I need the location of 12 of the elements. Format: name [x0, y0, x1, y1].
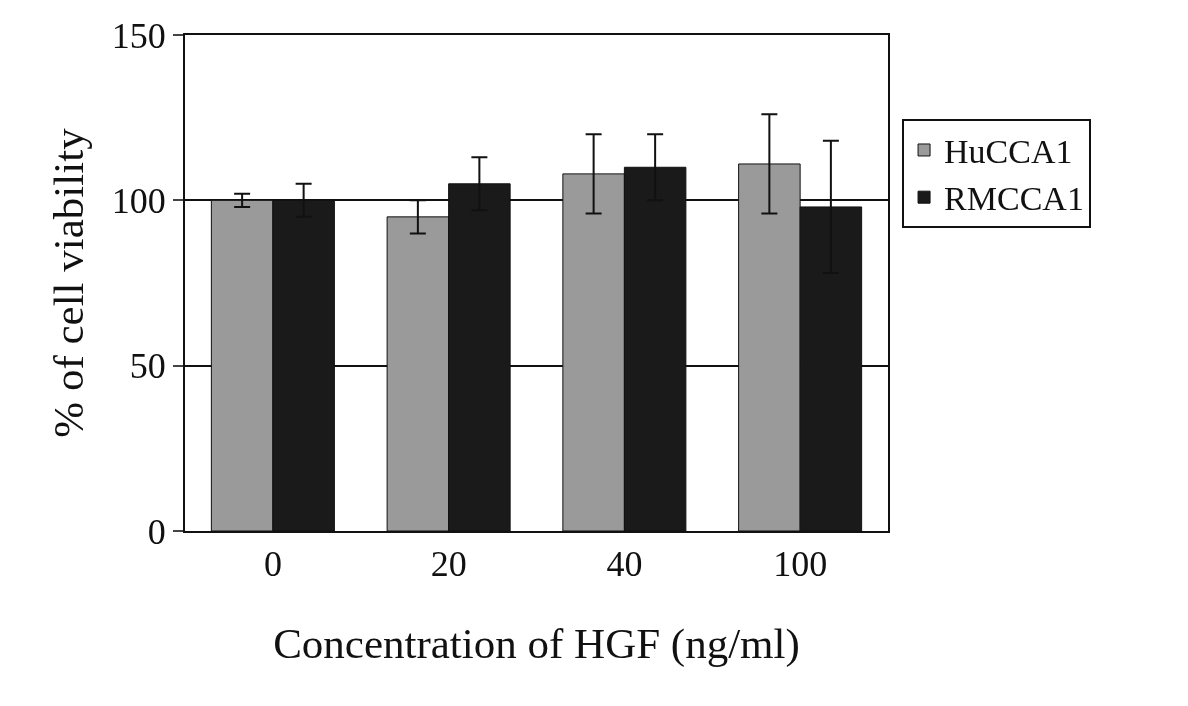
x-tick-label: 100: [773, 544, 828, 585]
y-tick-label: 100: [111, 180, 166, 221]
y-tick-label: 0: [147, 511, 166, 552]
x-tick-label: 40: [606, 544, 643, 585]
x-axis-title: Concentration of HGF (ng/ml): [273, 620, 800, 669]
y-tick-label: 50: [129, 346, 166, 387]
y-axis-title: % of cell viability: [44, 127, 92, 438]
x-tick-label: 20: [430, 544, 467, 585]
legend-label: HuCCA1: [944, 133, 1073, 171]
x-tick-label: 0: [263, 544, 282, 585]
legend-label: RMCCA1: [944, 180, 1084, 218]
y-tick-label: 150: [111, 15, 166, 56]
